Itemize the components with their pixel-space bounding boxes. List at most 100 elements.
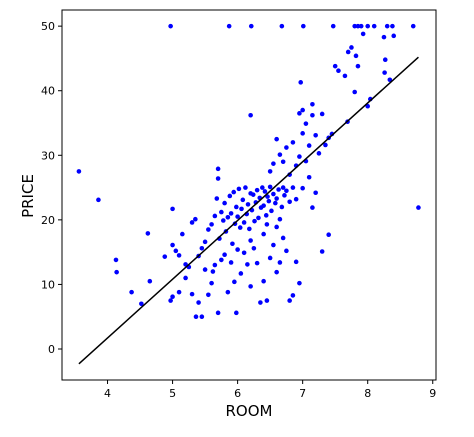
point xyxy=(219,209,224,215)
point xyxy=(170,242,175,248)
point xyxy=(199,314,205,320)
point xyxy=(287,298,292,303)
point xyxy=(306,174,312,180)
point xyxy=(271,191,276,197)
point xyxy=(238,271,244,276)
point xyxy=(387,77,393,83)
point xyxy=(225,214,231,220)
point xyxy=(202,267,208,272)
point xyxy=(221,218,226,223)
point xyxy=(262,189,268,194)
point xyxy=(267,169,273,174)
point xyxy=(241,220,247,225)
point xyxy=(147,278,153,284)
point xyxy=(313,190,318,196)
point xyxy=(228,211,234,216)
point xyxy=(225,289,231,295)
point xyxy=(256,215,261,221)
point xyxy=(381,34,387,40)
y-tick-label: 30 xyxy=(41,149,55,162)
point xyxy=(297,111,302,116)
point xyxy=(222,200,227,206)
point xyxy=(173,248,179,254)
point xyxy=(274,136,279,142)
point xyxy=(176,253,182,258)
point xyxy=(280,185,286,190)
point xyxy=(231,189,237,195)
point xyxy=(371,23,377,29)
y-tick-label: 20 xyxy=(41,214,55,227)
point xyxy=(310,112,315,118)
x-tick-label: 5 xyxy=(169,387,176,400)
point xyxy=(247,226,252,232)
point xyxy=(277,152,283,157)
point xyxy=(214,196,220,201)
point xyxy=(228,260,234,265)
point xyxy=(209,222,214,227)
point xyxy=(245,262,250,267)
x-axis-label: ROOM xyxy=(226,402,273,420)
point xyxy=(193,216,198,222)
point xyxy=(323,142,328,148)
point xyxy=(300,185,305,191)
point xyxy=(382,70,387,75)
point xyxy=(219,257,224,263)
point xyxy=(114,269,119,275)
point xyxy=(176,289,182,295)
point xyxy=(355,23,361,29)
point xyxy=(293,196,299,202)
point xyxy=(202,239,208,245)
point xyxy=(301,23,306,29)
point xyxy=(230,241,235,247)
point xyxy=(297,154,302,159)
point xyxy=(271,161,276,166)
point xyxy=(180,231,185,237)
point xyxy=(271,242,276,248)
point xyxy=(293,259,299,265)
point xyxy=(279,23,285,29)
point xyxy=(234,204,239,210)
point xyxy=(215,310,221,316)
point xyxy=(282,193,287,198)
point xyxy=(261,203,266,208)
point xyxy=(274,224,279,230)
point xyxy=(345,49,351,55)
point xyxy=(280,159,286,165)
point xyxy=(222,252,227,258)
point xyxy=(298,80,304,85)
point xyxy=(235,214,240,219)
point xyxy=(264,298,270,303)
point xyxy=(416,205,421,210)
point xyxy=(243,185,248,190)
point xyxy=(235,247,240,252)
point xyxy=(358,23,364,29)
point xyxy=(189,220,195,225)
point xyxy=(215,176,221,181)
point xyxy=(391,33,397,39)
point xyxy=(264,222,270,227)
point xyxy=(129,289,134,295)
point xyxy=(313,132,318,138)
point xyxy=(297,280,302,286)
point xyxy=(251,245,257,251)
point xyxy=(241,250,247,256)
point xyxy=(239,206,244,212)
point xyxy=(274,196,279,201)
point xyxy=(168,23,173,29)
point xyxy=(273,200,278,206)
point xyxy=(168,298,173,303)
point xyxy=(365,23,371,29)
plot-frame xyxy=(61,9,437,381)
y-tick-label: 50 xyxy=(41,20,55,33)
point xyxy=(280,235,286,241)
point xyxy=(276,187,281,192)
x-tick-label: 7 xyxy=(299,387,306,400)
point xyxy=(261,231,266,237)
point xyxy=(260,185,265,190)
point xyxy=(252,218,257,224)
point xyxy=(215,166,221,172)
point xyxy=(189,291,195,297)
point xyxy=(352,89,357,95)
point xyxy=(360,31,366,37)
